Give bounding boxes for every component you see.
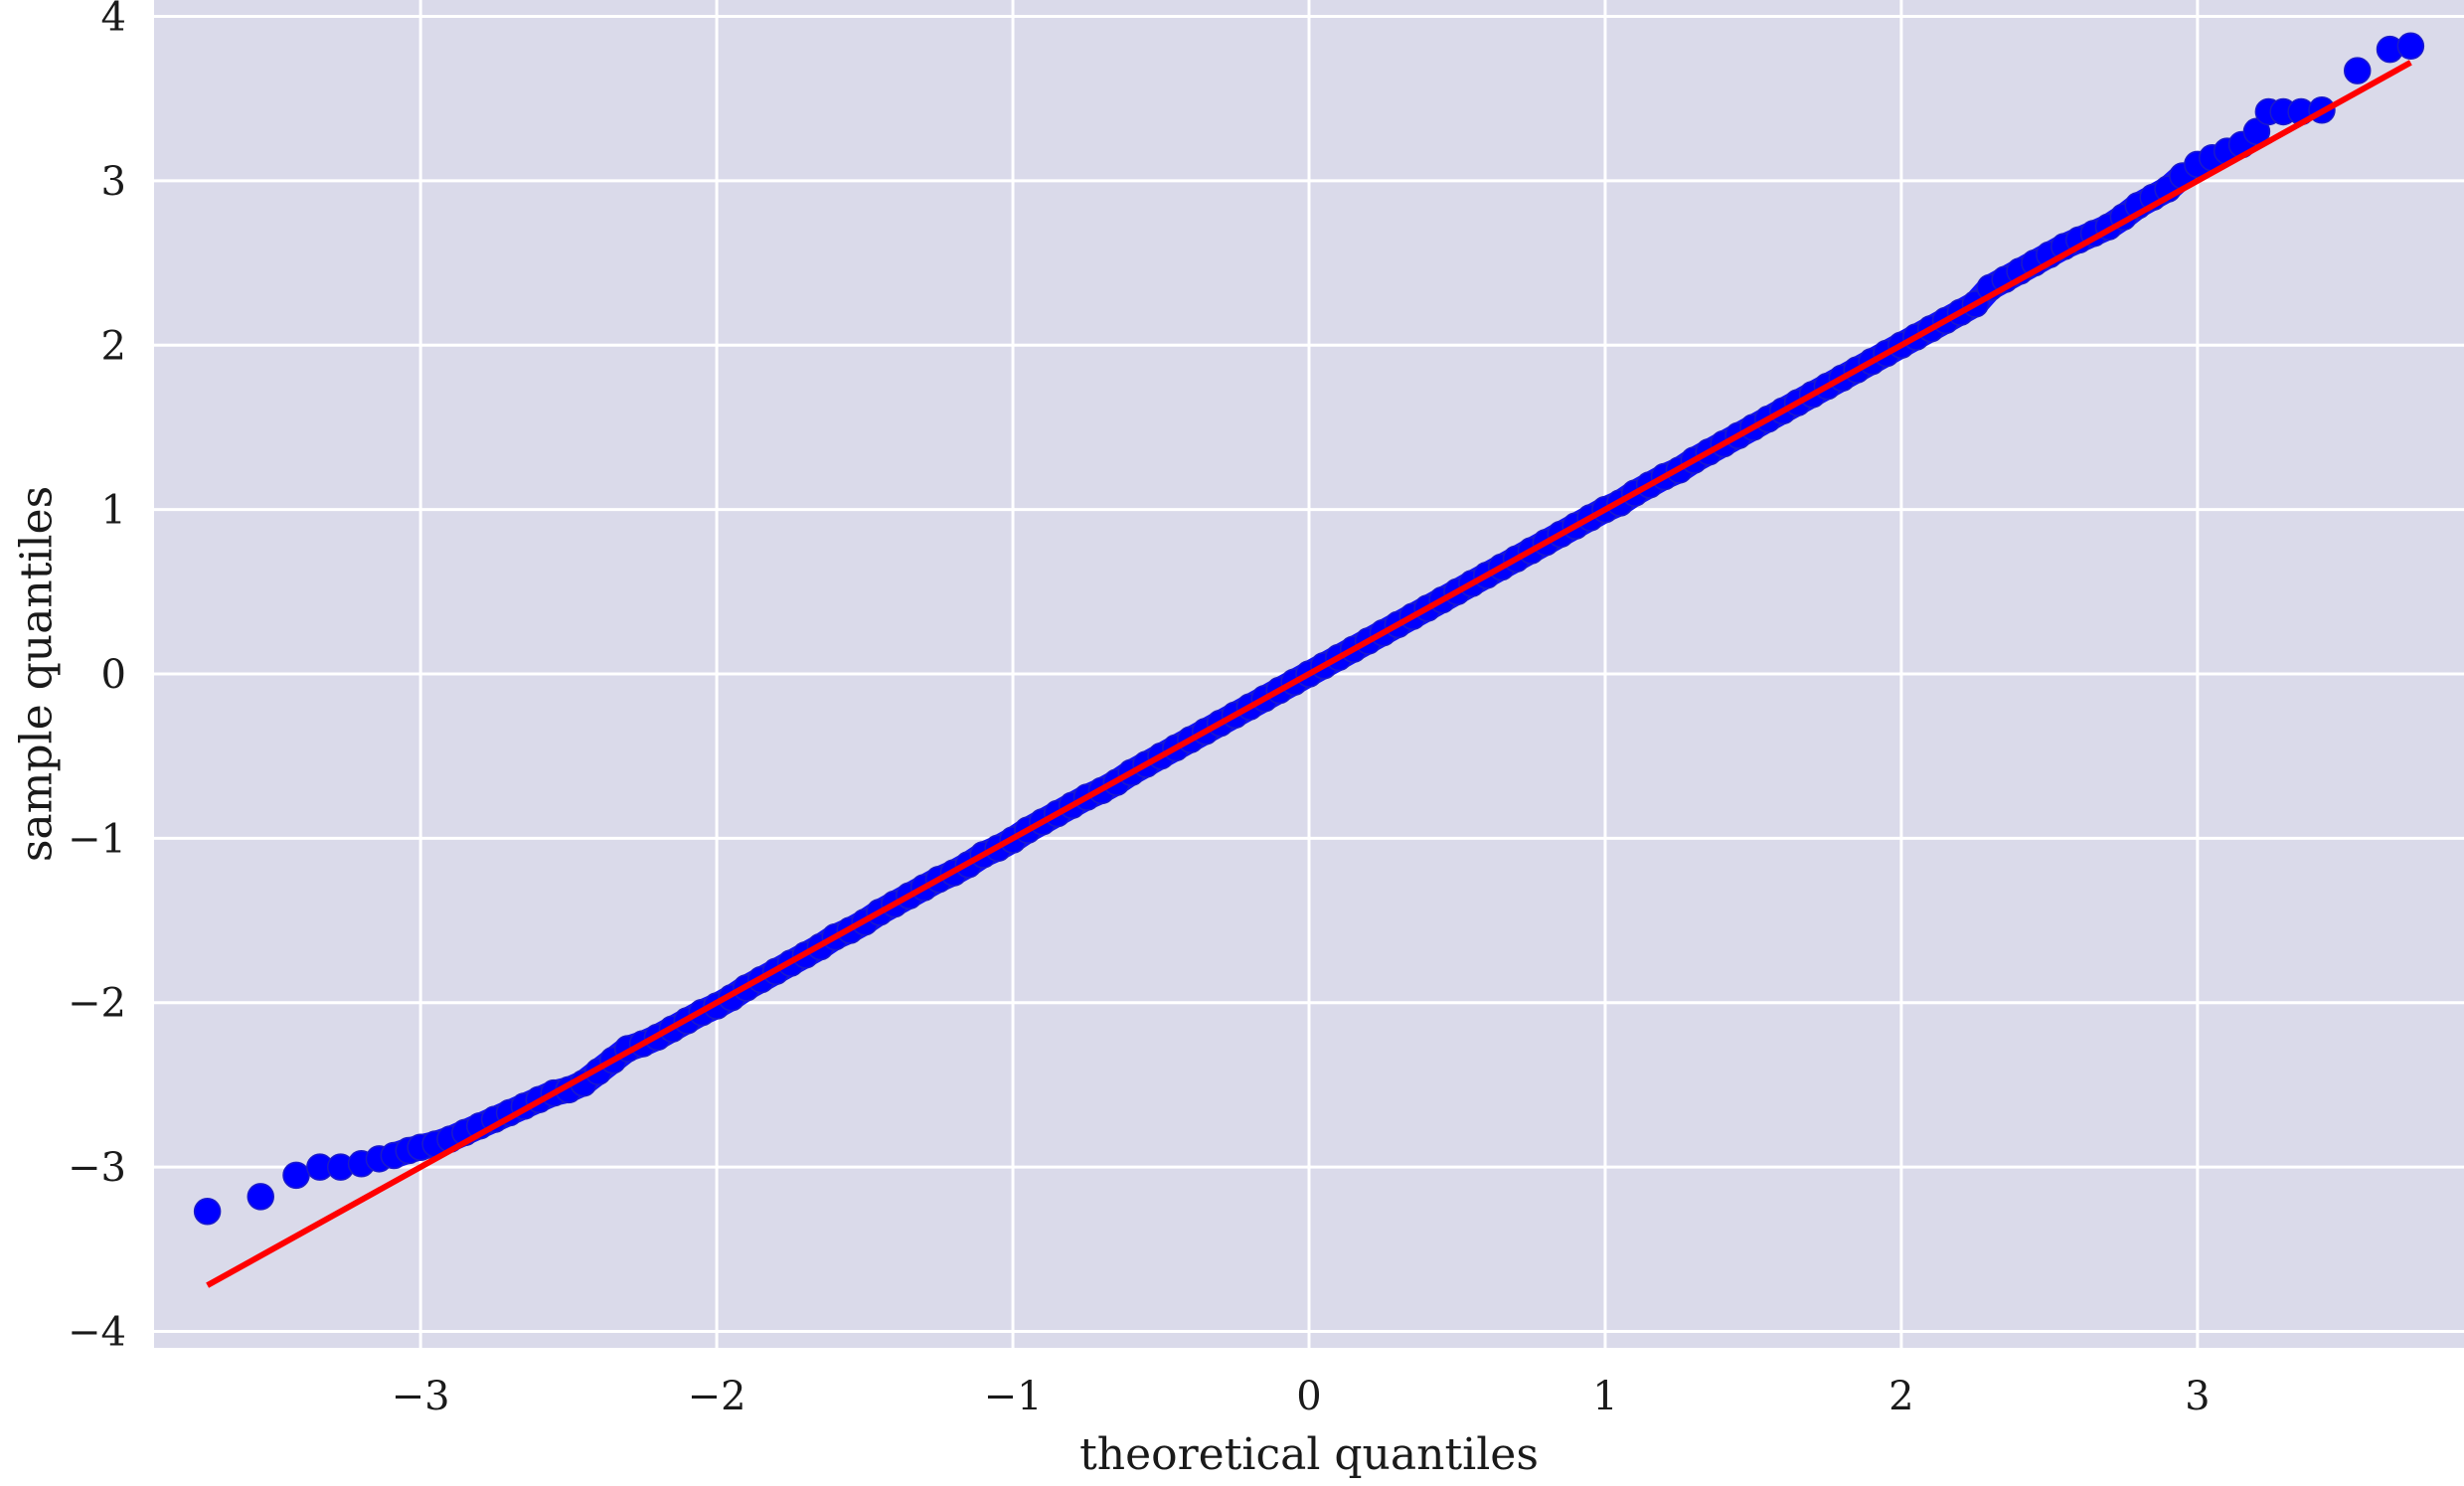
x-tick-label: −1 (984, 1374, 1043, 1419)
reference-line-group (206, 60, 2412, 1288)
y-tick-label: 4 (101, 0, 126, 41)
sample-point (2343, 57, 2372, 84)
tick-labels: −3 −2 −1 0 1 2 3 −4 −3 −2 −1 0 1 2 3 4 (68, 0, 2211, 1419)
x-tick-label: 3 (2185, 1374, 2210, 1419)
grid-lines (154, 0, 2464, 1348)
x-tick-label: 1 (1592, 1374, 1617, 1419)
x-tick-label: 2 (1889, 1374, 1913, 1419)
y-tick-label: −1 (68, 816, 126, 862)
x-tick-label: 0 (1296, 1374, 1321, 1419)
sample-point (282, 1161, 310, 1190)
y-tick-label: −2 (68, 981, 126, 1027)
sample-point (246, 1183, 275, 1211)
y-axis-label: sample quantiles (11, 486, 62, 862)
y-tick-label: 3 (101, 159, 126, 205)
sample-point (193, 1197, 222, 1226)
y-tick-label: 2 (101, 323, 126, 369)
x-tick-label: −3 (392, 1374, 450, 1419)
y-tick-label: 0 (101, 652, 126, 698)
x-axis-label: theoretical quantiles (1079, 1429, 1539, 1480)
reference-line (206, 60, 2412, 1288)
x-tick-label: −2 (688, 1374, 746, 1419)
y-tick-label: 1 (101, 488, 126, 534)
y-tick-label: −4 (68, 1309, 126, 1355)
y-tick-label: −3 (68, 1145, 126, 1191)
sample-point (2396, 32, 2425, 61)
